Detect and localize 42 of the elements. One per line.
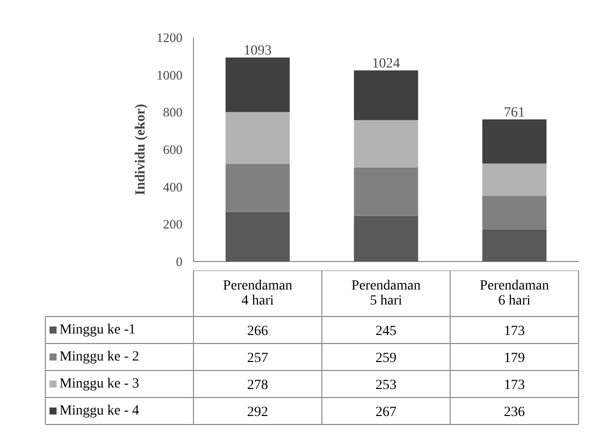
data-label: 292 <box>247 405 268 420</box>
legend-label: Minggu ke -1 <box>59 322 136 338</box>
bar <box>226 212 290 262</box>
y-tick-label: 200 <box>162 216 182 232</box>
data-label: 257 <box>247 351 268 366</box>
bar <box>354 216 418 262</box>
x-tick-label: Perendaman 5 hari <box>351 278 421 308</box>
bar <box>482 196 546 230</box>
bar <box>226 57 290 112</box>
y-tick-label: 600 <box>162 142 182 157</box>
data-label: 236 <box>504 405 525 420</box>
legend-label: Minggu ke - 4 <box>59 404 140 418</box>
bar <box>354 70 418 120</box>
legend-label: Minggu ke - 3 <box>59 376 140 392</box>
total-label: 761 <box>504 105 525 120</box>
x-tick-label: Perendaman 6 hari <box>480 278 550 308</box>
y-tick-label: 0 <box>176 254 182 270</box>
legend-label: Minggu ke - 2 <box>59 350 140 364</box>
data-label: 173 <box>504 378 525 393</box>
bar <box>226 112 290 164</box>
data-label: 253 <box>376 378 397 393</box>
y-tick-label: 400 <box>162 179 182 194</box>
bar <box>482 119 546 164</box>
y-tick-label: 1200 <box>156 30 182 45</box>
total-label: 1093 <box>244 43 272 58</box>
data-label: 278 <box>247 378 268 393</box>
bar <box>354 167 418 216</box>
data-label: 245 <box>376 324 397 339</box>
y-axis-title: Individu (ekor) <box>134 103 148 196</box>
data-label: 266 <box>247 324 268 339</box>
data-label: 179 <box>504 351 525 366</box>
y-tick-label: 1000 <box>156 67 182 82</box>
bar <box>482 164 546 196</box>
x-tick-label: Perendaman 4 hari <box>223 278 292 308</box>
data-label: 259 <box>376 351 397 366</box>
bar <box>482 229 546 262</box>
data-label: 173 <box>504 324 525 339</box>
y-tick-label: 800 <box>162 104 182 120</box>
bar <box>226 164 290 212</box>
total-label: 1024 <box>372 56 400 72</box>
data-label: 267 <box>376 405 397 420</box>
bar <box>354 120 418 168</box>
